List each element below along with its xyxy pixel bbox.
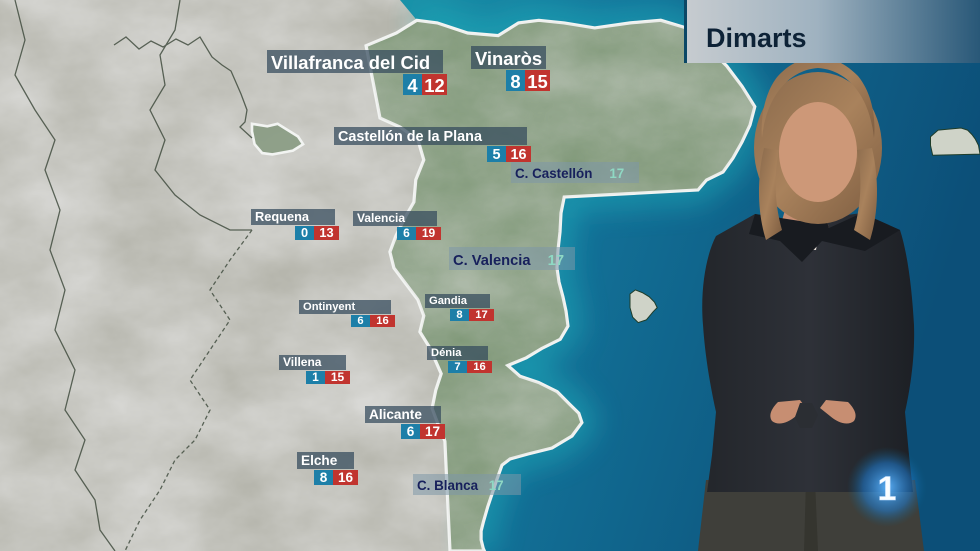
svg-text:Dimarts: Dimarts [706, 23, 807, 53]
svg-text:1: 1 [878, 470, 897, 508]
